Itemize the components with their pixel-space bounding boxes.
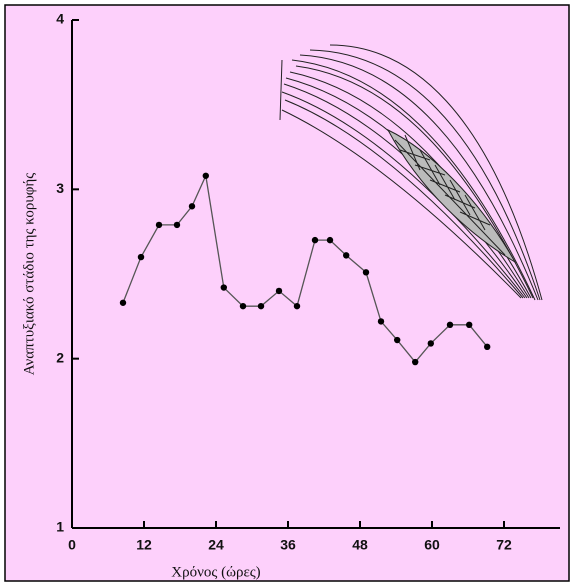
data-point [362, 269, 370, 276]
y-tick-label: 2 [56, 349, 64, 365]
x-tick-label: 24 [208, 537, 224, 553]
data-point [202, 172, 209, 179]
wheat-illustration [279, 44, 543, 301]
y-axis-label: Αναπτυξιακό στάδιο της κορυφής [21, 173, 37, 375]
x-tick-label: 12 [136, 537, 152, 553]
data-point [155, 221, 163, 229]
data-point [293, 302, 301, 310]
x-axis-label: Χρόνος (ώρες) [171, 564, 260, 580]
series-line [122, 173, 488, 364]
data-point [257, 302, 265, 310]
data-point [220, 284, 227, 291]
data-point [137, 253, 145, 261]
y-tick-label: 3 [56, 180, 64, 196]
data-point [377, 318, 385, 325]
y-tick-label: 4 [56, 11, 64, 27]
data-point [326, 236, 334, 244]
x-tick-label: 60 [424, 537, 440, 553]
data-point [427, 340, 434, 347]
data-point [275, 287, 283, 295]
x-tick-label: 72 [496, 537, 512, 553]
data-point [119, 299, 127, 306]
y-tick-label: 1 [56, 519, 64, 535]
data-point [239, 302, 247, 310]
data-point [311, 236, 319, 244]
x-tick-label: 0 [68, 537, 76, 553]
x-tick-label: 48 [352, 537, 368, 553]
data-point [188, 203, 196, 210]
data-point [394, 336, 401, 344]
data-point [412, 358, 419, 366]
data-point [446, 321, 454, 328]
background [4, 4, 570, 582]
data-point [173, 221, 181, 229]
data-point [484, 343, 491, 351]
x-tick-label: 36 [280, 537, 296, 553]
data-point [466, 321, 473, 328]
data-point [343, 252, 350, 259]
